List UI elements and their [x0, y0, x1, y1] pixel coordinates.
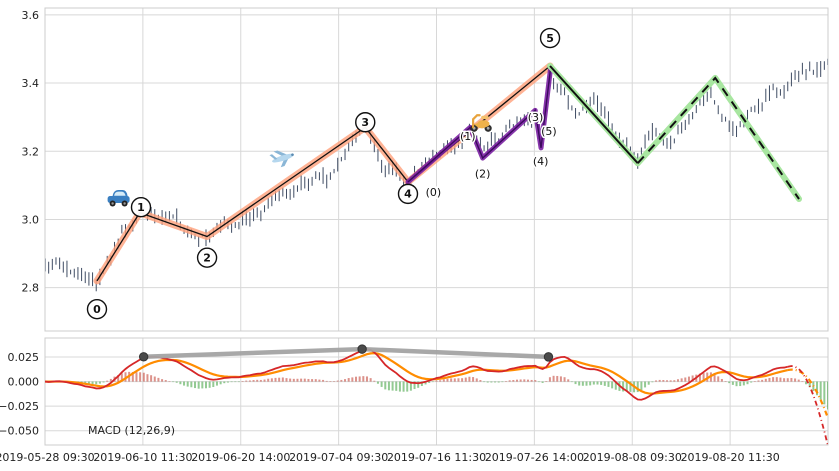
svg-text:(2): (2): [475, 167, 491, 180]
svg-text:4: 4: [404, 188, 412, 201]
svg-text:3.2: 3.2: [22, 145, 40, 158]
svg-text:2019-05-28 09:30: 2019-05-28 09:30: [0, 451, 95, 464]
y-axis-labels: 3.6 3.4 3.2 3.0 2.8 0.025 0.000 −0.025 −0.050: [0, 9, 39, 438]
svg-text:2019-06-20 14:00: 2019-06-20 14:00: [191, 451, 290, 464]
macd-peak-connector: [138, 344, 554, 362]
svg-text:−0.025: −0.025: [0, 400, 39, 413]
svg-text:2019-07-26 14:00: 2019-07-26 14:00: [485, 451, 584, 464]
macd-indicator-label: MACD (12,26,9): [88, 424, 176, 437]
wave-number-labels: 0 1 2 3 4 5: [86, 27, 561, 320]
svg-text:3: 3: [361, 116, 369, 129]
svg-text:3.6: 3.6: [22, 9, 40, 22]
svg-text:−0.050: −0.050: [0, 425, 39, 438]
svg-text:3.0: 3.0: [22, 213, 40, 226]
svg-text:2019-08-08 09:30: 2019-08-08 09:30: [583, 451, 682, 464]
svg-text:2019-07-16 11:30: 2019-07-16 11:30: [387, 451, 486, 464]
svg-text:2019-06-10 11:30: 2019-06-10 11:30: [93, 451, 192, 464]
svg-text:(4): (4): [533, 155, 549, 168]
marker-icons: [107, 114, 492, 207]
macd-signal-lines: [45, 348, 828, 445]
car-icon: [107, 190, 130, 207]
svg-text:1: 1: [137, 201, 145, 214]
subwave-text-labels: (0) (1) (2) (3) (4) (5): [424, 110, 558, 201]
svg-text:5: 5: [546, 32, 554, 45]
svg-text:2.8: 2.8: [22, 282, 40, 295]
svg-text:2019-07-04 09:30: 2019-07-04 09:30: [289, 451, 388, 464]
subwave-line: [405, 66, 553, 185]
svg-text:0: 0: [93, 303, 101, 316]
svg-text:3.4: 3.4: [22, 77, 40, 90]
projection-line: [547, 62, 803, 203]
svg-text:(0): (0): [426, 186, 442, 199]
svg-text:2: 2: [203, 251, 211, 264]
svg-text:0.025: 0.025: [8, 351, 40, 364]
svg-text:(3): (3): [528, 111, 544, 124]
svg-text:0.000: 0.000: [8, 376, 40, 389]
svg-text:2019-08-20 11:30: 2019-08-20 11:30: [681, 451, 780, 464]
scooter-icon: [470, 114, 492, 132]
airplane-icon: [269, 150, 295, 168]
svg-text:(5): (5): [541, 125, 557, 138]
svg-text:(1): (1): [460, 130, 476, 143]
